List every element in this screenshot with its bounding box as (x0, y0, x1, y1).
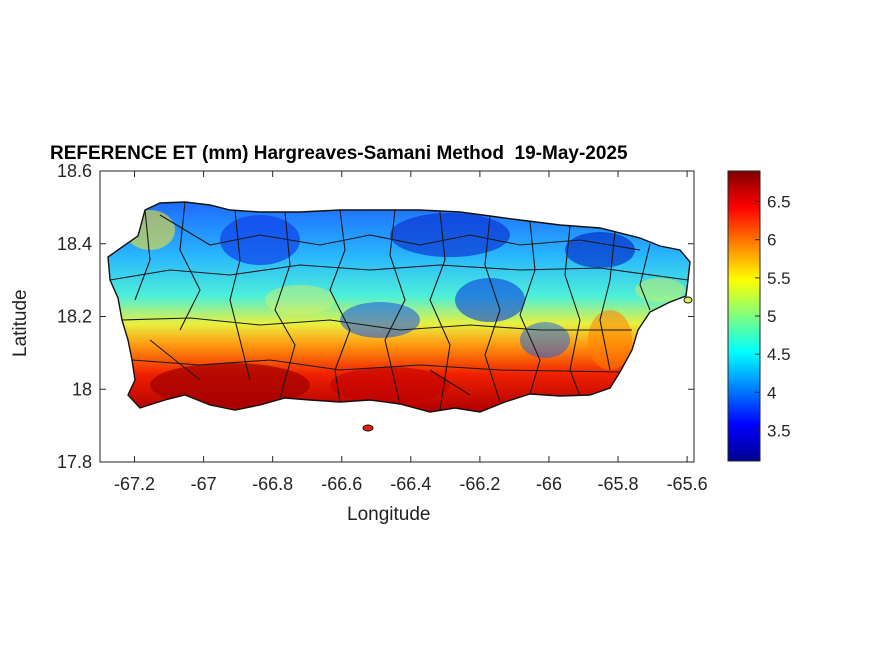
y-tick-label: 18 (72, 379, 92, 399)
y-axis-ticks: 18.6 18.4 18.2 18 17.8 (57, 161, 694, 472)
colorbar (727, 170, 761, 462)
island-outline (107, 201, 691, 413)
y-tick-label: 18.2 (57, 307, 92, 327)
islet-caja-de-muertos (362, 424, 374, 432)
x-axis-ticks: -67.2 -67 -66.8 -66.6 -66.4 -66.2 -66 -65.8 -65.… (114, 171, 708, 494)
colorbar-tick-label: 5 (767, 307, 776, 326)
colorbar-tick-label: 6.5 (767, 193, 791, 212)
islet-east (683, 296, 693, 304)
x-tick-label: -66.2 (459, 474, 500, 494)
x-axis-label: Longitude (347, 504, 431, 525)
y-axis-label: Latitude (10, 289, 31, 357)
colorbar-tick-label: 4.5 (767, 345, 791, 364)
x-tick-label: -66 (536, 474, 562, 494)
y-tick-label: 18.6 (57, 161, 92, 181)
colorbar-tick-label: 6 (767, 231, 776, 250)
colorbar-tick-label: 4 (767, 383, 776, 402)
x-tick-label: -67 (191, 474, 217, 494)
x-tick-label: -65.6 (667, 474, 708, 494)
colorbar-ticks: 6.5 6 5.5 5 4.5 4 3.5 (755, 193, 791, 440)
x-tick-label: -66.4 (390, 474, 431, 494)
municipality-boundaries (109, 202, 689, 411)
x-tick-label: -67.2 (114, 474, 155, 494)
x-tick-label: -66.8 (252, 474, 293, 494)
colorbar-tick-label: 5.5 (767, 269, 791, 288)
island-heatmap (107, 201, 693, 432)
chart-title: REFERENCE ET (mm) Hargreaves-Samani Meth… (50, 143, 628, 164)
colorbar-tick-label: 3.5 (767, 421, 791, 440)
x-tick-label: -65.8 (598, 474, 639, 494)
y-tick-label: 17.8 (57, 452, 92, 472)
y-tick-label: 18.4 (57, 234, 92, 254)
x-tick-label: -66.6 (321, 474, 362, 494)
